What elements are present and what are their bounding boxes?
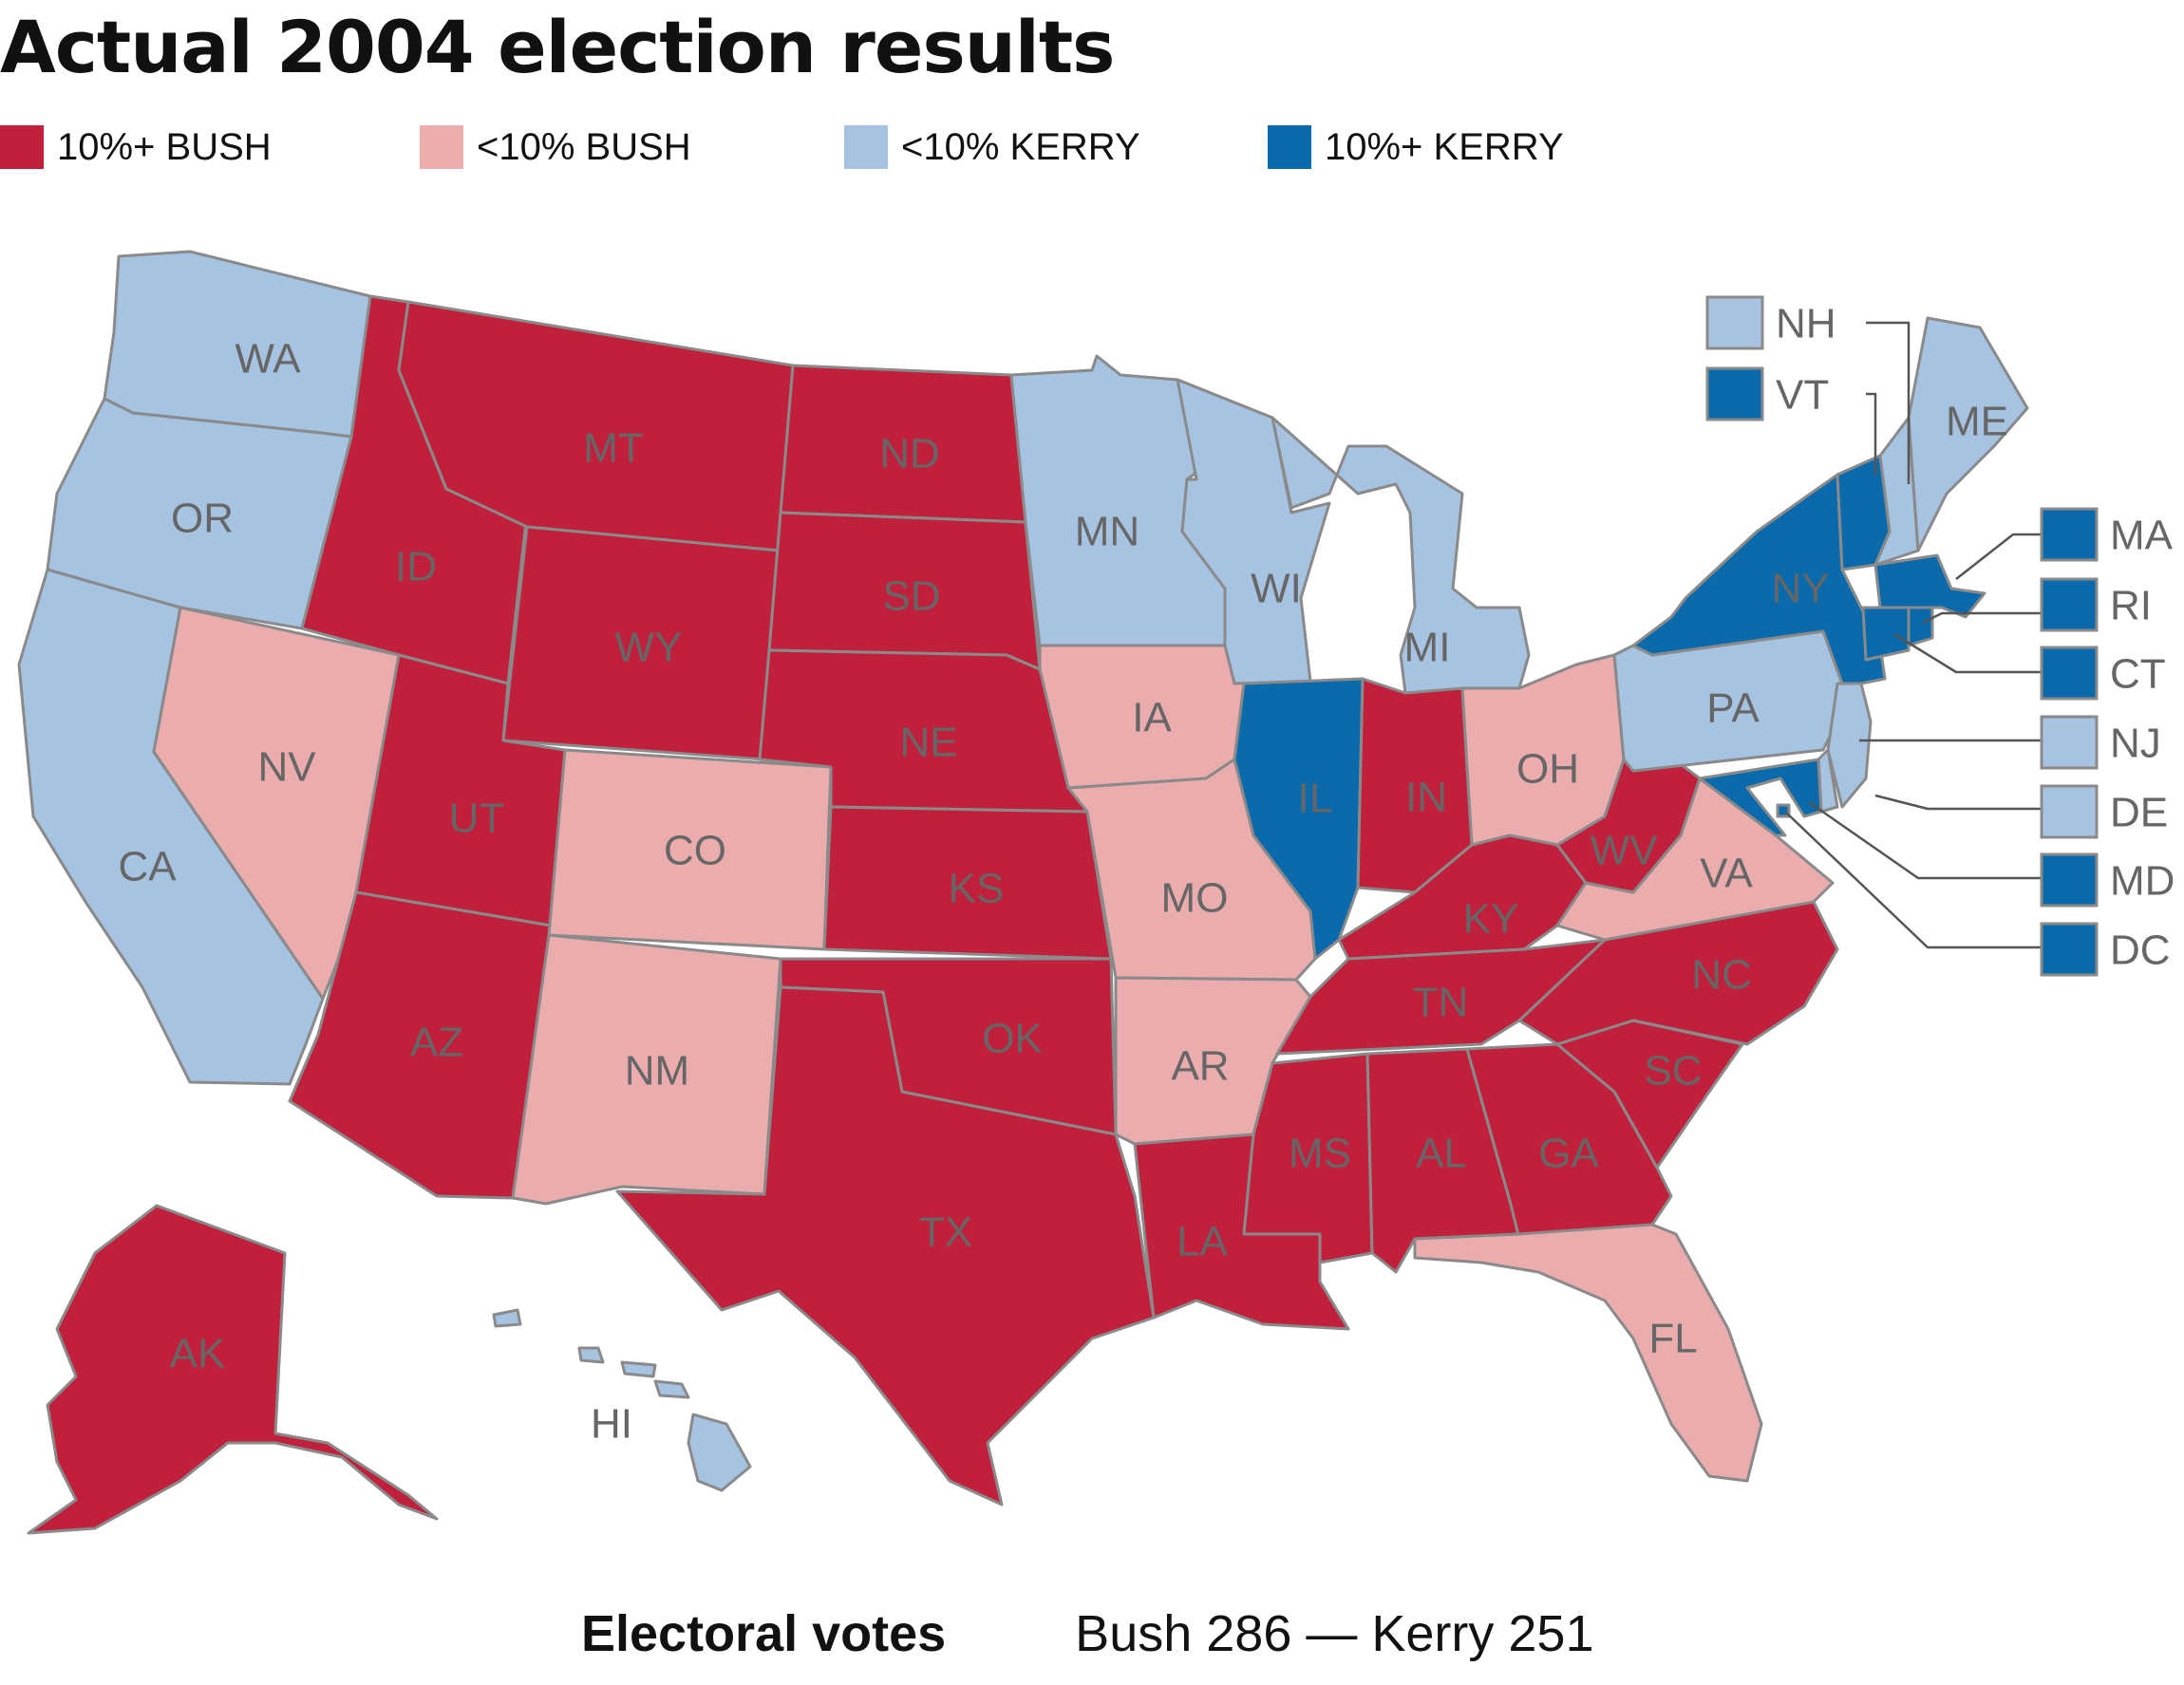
callout-label-nh: NH: [1776, 301, 1836, 347]
callout-dc: DC: [2040, 922, 2171, 977]
state-label-ca: CA: [118, 844, 177, 890]
state-label-hi: HI: [591, 1401, 632, 1448]
state-label-pa: PA: [1706, 685, 1760, 732]
state-label-nv: NV: [257, 744, 316, 791]
legend-swatch: [0, 125, 44, 169]
state-label-nd: ND: [879, 431, 940, 477]
state-label-ak: AK: [170, 1331, 226, 1377]
state-label-la: LA: [1177, 1219, 1228, 1265]
state-label-mo: MO: [1161, 875, 1229, 922]
state-label-az: AZ: [410, 1020, 463, 1066]
callout-swatch-nj: [2040, 715, 2099, 770]
electoral-votes-result: Bush 286 — Kerry 251: [1075, 1605, 1594, 1662]
callout-label-md: MD: [2110, 858, 2175, 905]
state-label-il: IL: [1298, 776, 1333, 822]
state-label-va: VA: [1700, 851, 1753, 897]
state-label-ok: OK: [982, 1016, 1043, 1062]
legend-swatch: [420, 125, 463, 169]
state-label-nc: NC: [1691, 952, 1752, 999]
state-label-sc: SC: [1644, 1048, 1702, 1095]
state-label-tx: TX: [919, 1209, 972, 1256]
state-label-ny: NY: [1771, 566, 1829, 612]
callout-md: MD: [2040, 852, 2175, 908]
legend-item-strong-bush: 10%+ BUSH: [0, 123, 272, 171]
state-label-ks: KS: [949, 866, 1005, 912]
legend-label: 10%+ KERRY: [1325, 125, 1564, 168]
callout-swatch-ri: [2040, 577, 2099, 632]
callout-label-de: DE: [2110, 790, 2168, 836]
state-mi: [1271, 416, 1531, 695]
state-ri: [1907, 606, 1934, 647]
state-label-mn: MN: [1075, 509, 1139, 555]
state-label-ga: GA: [1538, 1131, 1599, 1177]
callout-de: DE: [2040, 784, 2168, 839]
legend-item-strong-kerry: 10%+ KERRY: [1268, 123, 1564, 171]
state-label-ar: AR: [1171, 1043, 1229, 1090]
state-label-in: IN: [1405, 775, 1447, 821]
state-label-nm: NM: [625, 1048, 689, 1095]
legend-label: <10% KERRY: [901, 125, 1140, 168]
state-label-wy: WY: [615, 625, 683, 671]
electoral-votes: Electoral votes Bush 286 — Kerry 251: [581, 1604, 1593, 1663]
legend-label: <10% BUSH: [477, 125, 691, 168]
state-label-ut: UT: [449, 796, 505, 842]
state-label-ia: IA: [1132, 695, 1172, 741]
state-label-ky: KY: [1463, 896, 1519, 943]
state-label-tn: TN: [1413, 980, 1469, 1026]
callout-label-ct: CT: [2110, 651, 2166, 698]
state-wi: [1176, 378, 1331, 685]
callout-label-nj: NJ: [2110, 721, 2161, 767]
state-tx: [615, 985, 1156, 1507]
callout-swatch-nh: [1705, 295, 1764, 350]
state-label-id: ID: [395, 544, 437, 590]
electoral-votes-label: Electoral votes: [581, 1605, 947, 1662]
state-label-wv: WV: [1591, 828, 1659, 874]
state-label-al: AL: [1416, 1131, 1467, 1177]
state-label-mi: MI: [1404, 625, 1451, 671]
legend-item-lean-kerry: <10% KERRY: [844, 123, 1140, 171]
callout-ma: MA: [2040, 507, 2174, 562]
state-label-sd: SD: [882, 573, 940, 620]
callout-ri: RI: [2040, 577, 2152, 632]
callout-nh: NH: [1705, 295, 1836, 350]
callout-label-ma: MA: [2110, 513, 2174, 559]
state-label-fl: FL: [1648, 1316, 1697, 1362]
state-ct: [1861, 606, 1911, 662]
callout-label-ri: RI: [2110, 583, 2152, 629]
callout-ct: CT: [2040, 646, 2166, 701]
legend-swatch: [1268, 125, 1311, 169]
state-label-mt: MT: [583, 425, 644, 472]
state-md: [1698, 758, 1823, 837]
callout-leaders: [1784, 321, 2042, 949]
legend-swatch: [844, 125, 888, 169]
state-label-me: ME: [1946, 399, 2008, 445]
state-label-or: OR: [171, 496, 234, 542]
callout-swatch-de: [2040, 784, 2099, 839]
state-label-ne: NE: [899, 720, 957, 766]
callout-label-dc: DC: [2110, 927, 2171, 974]
callout-swatch-ct: [2040, 646, 2099, 701]
callout-label-vt: VT: [1776, 372, 1829, 419]
state-label-wa: WA: [235, 336, 301, 383]
legend-label: 10%+ BUSH: [57, 125, 272, 168]
state-label-oh: OH: [1516, 746, 1579, 793]
callout-swatch-vt: [1705, 366, 1764, 421]
state-label-ms: MS: [1289, 1131, 1351, 1177]
callout-swatch-ma: [2040, 507, 2099, 562]
state-label-wi: WI: [1251, 566, 1302, 612]
map-title: Actual 2004 election results: [0, 5, 1115, 89]
state-me: [1907, 316, 2029, 552]
state-wv: [1555, 758, 1702, 894]
callout-swatch-md: [2040, 852, 2099, 908]
callout-swatch-dc: [2040, 922, 2099, 977]
callout-vt: VT: [1705, 366, 1829, 421]
state-fl: [1413, 1223, 1763, 1483]
callout-nj: NJ: [2040, 715, 2161, 770]
state-label-co: CO: [664, 828, 726, 874]
state-hi: [492, 1308, 752, 1492]
state-ak: [27, 1204, 439, 1535]
legend-item-lean-bush: <10% BUSH: [420, 123, 691, 171]
